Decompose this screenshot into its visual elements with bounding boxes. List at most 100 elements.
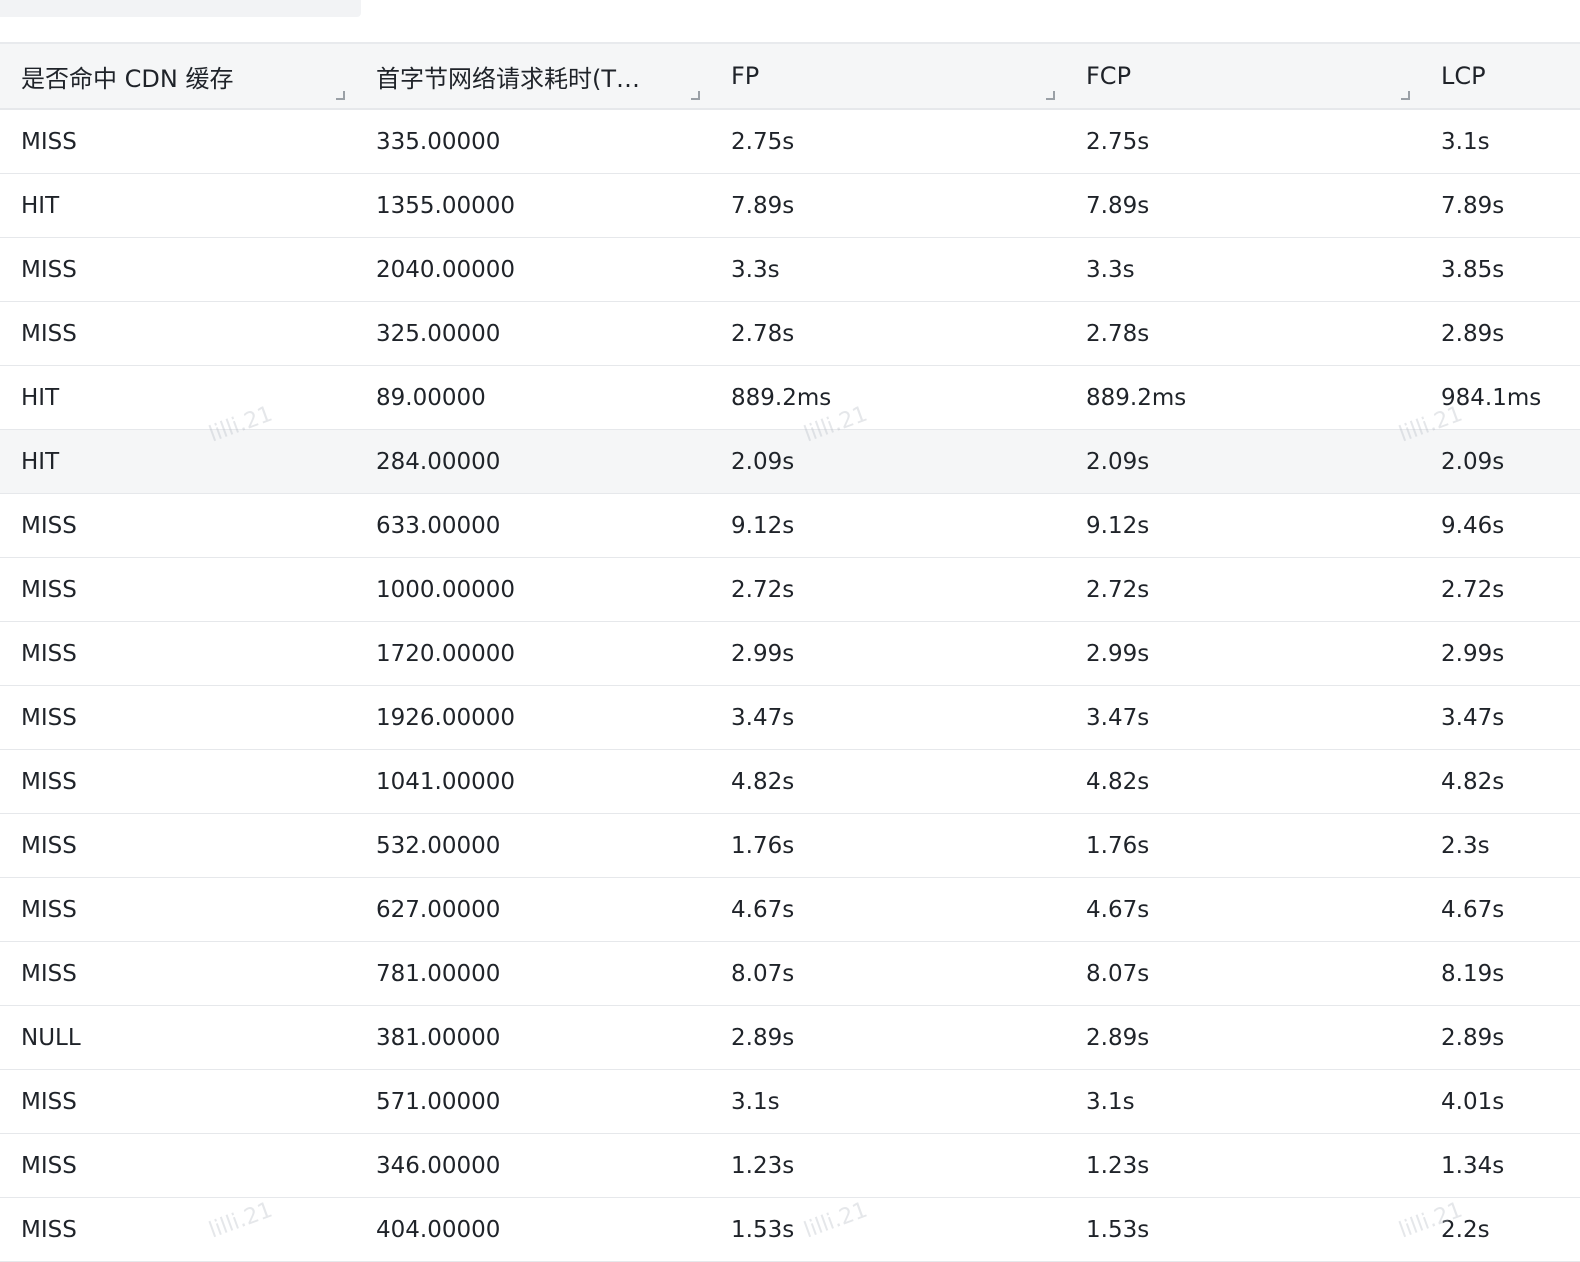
table-cell-cdn-cache-hit: MISS (21, 704, 77, 731)
column-header-ttfb[interactable]: 首字节网络请求耗时(T… (355, 44, 710, 108)
table-cell-ttfb: 284.00000 (376, 448, 501, 475)
column-header-label: FCP (1086, 62, 1132, 90)
table-cell-fp: 2.75s (731, 128, 795, 155)
table-cell-ttfb: 532.00000 (376, 832, 501, 859)
column-header-label: 首字节网络请求耗时(T… (376, 64, 641, 93)
table-row[interactable]: MISS 335.00000 2.75s 2.75s 3.1s (0, 110, 1580, 174)
table-cell-fp: 3.1s (731, 1088, 780, 1115)
table-cell-ttfb: 571.00000 (376, 1088, 501, 1115)
table-cell-fp: 9.12s (731, 512, 795, 539)
column-header-lcp[interactable]: LCP (1420, 44, 1580, 108)
table-cell-cdn-cache-hit: MISS (21, 832, 77, 859)
table-row[interactable]: MISS 781.00000 8.07s 8.07s 8.19s (0, 942, 1580, 1006)
table-cell-lcp: 3.47s (1441, 704, 1505, 731)
table-cell-ttfb: 1720.00000 (376, 640, 516, 667)
table-row[interactable]: MISS 1720.00000 2.99s 2.99s 2.99s (0, 622, 1580, 686)
table-cell-ttfb: 325.00000 (376, 320, 501, 347)
table-cell-cdn-cache-hit: MISS (21, 768, 77, 795)
table-cell-cdn-cache-hit: HIT (21, 192, 60, 219)
table-cell-fcp: 7.89s (1086, 192, 1150, 219)
table-cell-lcp: 8.19s (1441, 960, 1505, 987)
table-row[interactable]: HIT 284.00000 2.09s 2.09s 2.09s (0, 430, 1580, 494)
table-cell-fp: 2.78s (731, 320, 795, 347)
table-cell-lcp: 2.89s (1441, 1024, 1505, 1051)
table-cell-fp: 889.2ms (731, 384, 832, 411)
table-cell-lcp: 2.09s (1441, 448, 1505, 475)
table-cell-fcp: 2.89s (1086, 1024, 1150, 1051)
table-cell-lcp: 2.3s (1441, 832, 1490, 859)
table-cell-ttfb: 335.00000 (376, 128, 501, 155)
table-cell-fp: 3.47s (731, 704, 795, 731)
column-header-fp[interactable]: FP (710, 44, 1065, 108)
table-cell-fcp: 1.76s (1086, 832, 1150, 859)
table-row[interactable]: MISS 2040.00000 3.3s 3.3s 3.85s (0, 238, 1580, 302)
table-cell-lcp: 2.2s (1441, 1216, 1490, 1243)
table-cell-ttfb: 1355.00000 (376, 192, 516, 219)
table-row[interactable]: MISS 627.00000 4.67s 4.67s 4.67s (0, 878, 1580, 942)
table-row[interactable]: NULL 381.00000 2.89s 2.89s 2.89s (0, 1006, 1580, 1070)
table-cell-ttfb: 1041.00000 (376, 768, 516, 795)
table-cell-fcp: 889.2ms (1086, 384, 1187, 411)
table-cell-fcp: 2.09s (1086, 448, 1150, 475)
table-row[interactable]: MISS 532.00000 1.76s 1.76s 2.3s (0, 814, 1580, 878)
column-resize-handle[interactable] (1046, 91, 1055, 100)
table-row[interactable]: MISS 1926.00000 3.47s 3.47s 3.47s (0, 686, 1580, 750)
table-cell-ttfb: 89.00000 (376, 384, 486, 411)
table-cell-cdn-cache-hit: NULL (21, 1024, 81, 1051)
table-cell-lcp: 7.89s (1441, 192, 1505, 219)
table-cell-lcp: 1.34s (1441, 1152, 1505, 1179)
table-cell-fcp: 2.75s (1086, 128, 1150, 155)
table-cell-fcp: 3.47s (1086, 704, 1150, 731)
table-cell-cdn-cache-hit: MISS (21, 576, 77, 603)
column-header-fcp[interactable]: FCP (1065, 44, 1420, 108)
column-resize-handle[interactable] (1401, 91, 1410, 100)
column-header-label: LCP (1441, 62, 1486, 90)
table-row[interactable]: HIT 1355.00000 7.89s 7.89s 7.89s (0, 174, 1580, 238)
table-cell-lcp: 9.46s (1441, 512, 1505, 539)
table-cell-ttfb: 404.00000 (376, 1216, 501, 1243)
table-row[interactable]: MISS 1000.00000 2.72s 2.72s 2.72s (0, 558, 1580, 622)
table-row[interactable]: HIT 89.00000 889.2ms 889.2ms 984.1ms (0, 366, 1580, 430)
table-cell-fcp: 3.1s (1086, 1088, 1135, 1115)
table-cell-fcp: 9.12s (1086, 512, 1150, 539)
table-body: MISS 335.00000 2.75s 2.75s 3.1s HIT 1355.00000… (0, 110, 1580, 1262)
table-cell-cdn-cache-hit: HIT (21, 384, 60, 411)
table-cell-fcp: 1.53s (1086, 1216, 1150, 1243)
table-row[interactable]: MISS 325.00000 2.78s 2.78s 2.89s (0, 302, 1580, 366)
table-row[interactable]: MISS 1041.00000 4.82s 4.82s 4.82s (0, 750, 1580, 814)
table-cell-ttfb: 781.00000 (376, 960, 501, 987)
table-cell-ttfb: 381.00000 (376, 1024, 501, 1051)
column-resize-handle[interactable] (691, 91, 700, 100)
column-resize-handle[interactable] (336, 91, 345, 100)
column-header-label: FP (731, 62, 760, 90)
table-row[interactable]: MISS 571.00000 3.1s 3.1s 4.01s (0, 1070, 1580, 1134)
table-cell-fp: 7.89s (731, 192, 795, 219)
table-cell-ttfb: 633.00000 (376, 512, 501, 539)
table-cell-cdn-cache-hit: MISS (21, 1152, 77, 1179)
table-cell-ttfb: 2040.00000 (376, 256, 516, 283)
table-row[interactable]: MISS 404.00000 1.53s 1.53s 2.2s (0, 1198, 1580, 1262)
table-cell-cdn-cache-hit: MISS (21, 640, 77, 667)
column-header-cdn-cache-hit[interactable]: 是否命中 CDN 缓存 (0, 44, 355, 108)
table-cell-fp: 4.82s (731, 768, 795, 795)
table-cell-lcp: 3.1s (1441, 128, 1490, 155)
table-cell-fp: 1.23s (731, 1152, 795, 1179)
table-cell-fp: 2.89s (731, 1024, 795, 1051)
table-row[interactable]: MISS 633.00000 9.12s 9.12s 9.46s (0, 494, 1580, 558)
table-cell-fcp: 3.3s (1086, 256, 1135, 283)
table-cell-fcp: 4.67s (1086, 896, 1150, 923)
table-cell-lcp: 2.72s (1441, 576, 1505, 603)
table-row[interactable]: MISS 346.00000 1.23s 1.23s 1.34s (0, 1134, 1580, 1198)
table-cell-lcp: 4.01s (1441, 1088, 1505, 1115)
table-cell-fcp: 2.99s (1086, 640, 1150, 667)
table-cell-ttfb: 627.00000 (376, 896, 501, 923)
table-cell-cdn-cache-hit: MISS (21, 1216, 77, 1243)
table-cell-fp: 2.72s (731, 576, 795, 603)
table-cell-fp: 8.07s (731, 960, 795, 987)
table-cell-ttfb: 346.00000 (376, 1152, 501, 1179)
table-cell-fp: 1.53s (731, 1216, 795, 1243)
table-cell-cdn-cache-hit: MISS (21, 320, 77, 347)
table-cell-fcp: 4.82s (1086, 768, 1150, 795)
table-cell-fp: 2.99s (731, 640, 795, 667)
table-cell-fcp: 1.23s (1086, 1152, 1150, 1179)
